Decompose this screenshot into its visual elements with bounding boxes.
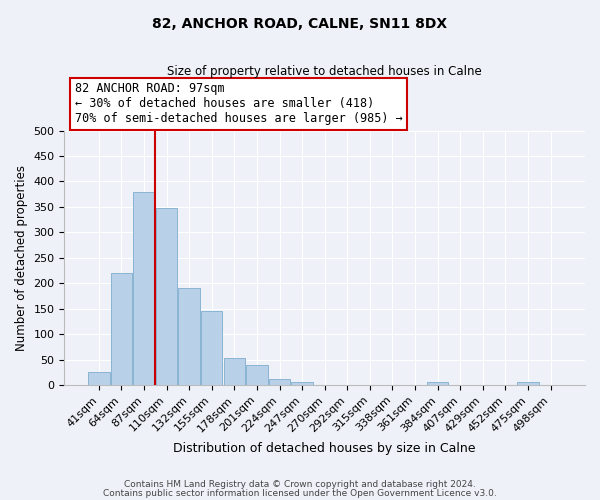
Bar: [269, 379, 290, 385]
Bar: [133, 192, 155, 385]
Text: Contains HM Land Registry data © Crown copyright and database right 2024.: Contains HM Land Registry data © Crown c…: [124, 480, 476, 489]
Bar: [246, 364, 268, 385]
Text: 82 ANCHOR ROAD: 97sqm
← 30% of detached houses are smaller (418)
70% of semi-det: 82 ANCHOR ROAD: 97sqm ← 30% of detached …: [75, 82, 403, 126]
Bar: [427, 382, 448, 385]
Bar: [88, 372, 110, 385]
Bar: [224, 358, 245, 385]
Bar: [292, 382, 313, 385]
Bar: [517, 382, 539, 385]
Text: 82, ANCHOR ROAD, CALNE, SN11 8DX: 82, ANCHOR ROAD, CALNE, SN11 8DX: [152, 18, 448, 32]
X-axis label: Distribution of detached houses by size in Calne: Distribution of detached houses by size …: [173, 442, 476, 455]
Text: Contains public sector information licensed under the Open Government Licence v3: Contains public sector information licen…: [103, 488, 497, 498]
Bar: [110, 273, 132, 385]
Bar: [201, 310, 223, 385]
Title: Size of property relative to detached houses in Calne: Size of property relative to detached ho…: [167, 65, 482, 78]
Bar: [178, 288, 200, 385]
Bar: [156, 208, 177, 385]
Y-axis label: Number of detached properties: Number of detached properties: [15, 165, 28, 351]
